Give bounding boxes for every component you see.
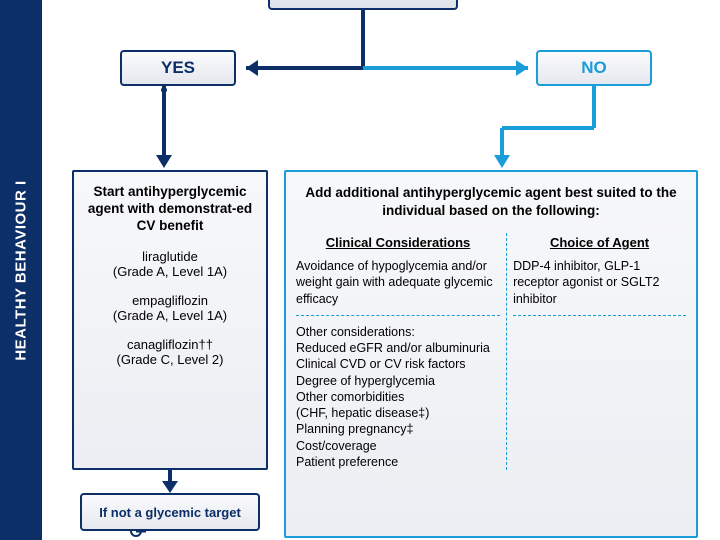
row1-clinical: Avoidance of hypoglycemia and/or weight … [296,258,500,316]
no-node: NO [536,50,652,86]
drug-item: liraglutide (Grade A, Level 1A) [84,249,256,279]
consideration-item: Cost/coverage [296,438,500,454]
clinical-header: Clinical Considerations [296,235,500,250]
drug-item: empagliflozin (Grade A, Level 1A) [84,293,256,323]
yes-label: YES [161,58,195,78]
drug-item: canagliflozin†† (Grade C, Level 2) [84,337,256,367]
cv-benefit-title: Start antihyperglycemic agent with demon… [84,184,256,235]
row1-choice: DDP-4 inhibitor, GLP-1 receptor agonist … [513,258,686,316]
cv-benefit-panel: Start antihyperglycemic agent with demon… [72,170,268,470]
choice-header: Choice of Agent [513,235,686,250]
consideration-item: (CHF, hepatic disease‡) [296,405,500,421]
sidebar: HEALTHY BEHAVIOUR I [0,0,42,540]
glycemic-target-node: If not a glycemic target [80,493,260,531]
drug-grade: (Grade C, Level 2) [84,352,256,367]
consideration-item: Clinical CVD or CV risk factors [296,356,500,372]
drug-name: liraglutide [84,249,256,264]
clinical-column: Clinical Considerations Avoidance of hyp… [296,235,506,470]
drug-grade: (Grade A, Level 1A) [84,308,256,323]
row2-clinical: Other considerations: Reduced eGFR and/o… [296,316,500,470]
row2-header: Other considerations: [296,324,500,340]
yes-node: YES [120,50,236,86]
choice-column: Choice of Agent DDP-4 inhibitor, GLP-1 r… [507,235,686,470]
drug-grade: (Grade A, Level 1A) [84,264,256,279]
additional-agent-title: Add additional antihyperglycemic agent b… [296,184,686,219]
drug-name: empagliflozin [84,293,256,308]
sidebar-label: HEALTHY BEHAVIOUR I [13,180,30,360]
considerations-table: Clinical Considerations Avoidance of hyp… [296,235,686,470]
consideration-item: Planning pregnancy‡ [296,421,500,437]
additional-agent-panel: Add additional antihyperglycemic agent b… [284,170,698,538]
consideration-item: Reduced eGFR and/or albuminuria [296,340,500,356]
glycemic-target-label: If not a glycemic target [99,505,241,520]
no-label: NO [581,58,607,78]
consideration-item: Patient preference [296,454,500,470]
row2-choice [513,316,686,340]
consideration-item: Degree of hyperglycemia [296,373,500,389]
drug-name: canagliflozin†† [84,337,256,352]
consideration-item: Other comorbidities [296,389,500,405]
